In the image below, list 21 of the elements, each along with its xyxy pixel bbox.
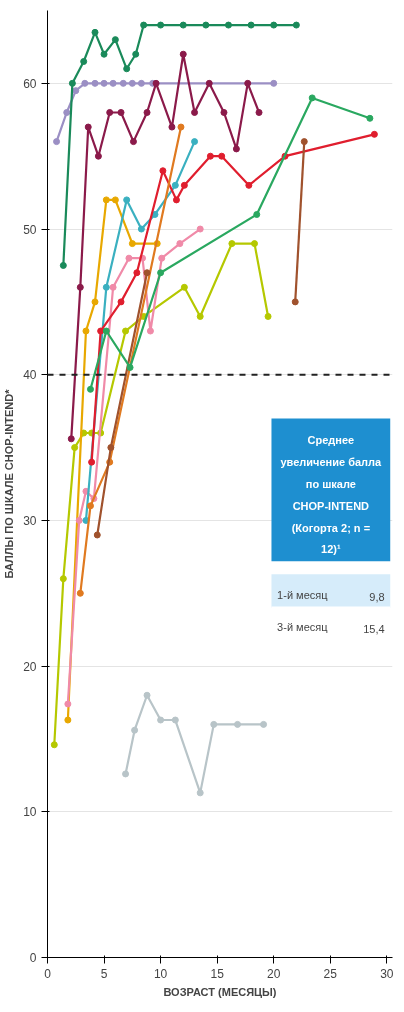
y-tick-label: 20 (23, 659, 37, 674)
x-tick-label: 20 (267, 966, 281, 981)
annotation: 9,8 (369, 590, 385, 603)
y-tick-label: 0 (29, 951, 37, 965)
x-tick-label: 15 (210, 966, 225, 981)
x-tick-label: 5 (100, 966, 108, 981)
annotation: 3-й месяц (277, 620, 329, 633)
x-tick-label: 30 (380, 966, 394, 981)
y-tick-label: 50 (23, 222, 37, 237)
annotation: Среднее увеличение балла по шкале CHOP-INTEND (Когорта 2; n = 12)¹ (280, 434, 383, 556)
x-tick-label: 10 (153, 966, 168, 981)
x-tick-label: 0 (44, 966, 52, 981)
y-tick-label: 30 (23, 513, 37, 528)
x-tick-label: 25 (323, 966, 338, 981)
annotation: 15,4 (363, 622, 385, 635)
y-tick-label: 10 (23, 805, 37, 820)
x-axis-title: ВОЗРАСТ (МЕСЯЦЫ) (163, 985, 277, 998)
annotation: 1-й месяц (277, 588, 329, 601)
y-tick-label: 60 (23, 76, 37, 91)
y-tick-label: 40 (23, 368, 37, 383)
y-axis-title: БАЛЛЫ ПО ШКАЛЕ CHOP-INTEND* (3, 388, 16, 579)
